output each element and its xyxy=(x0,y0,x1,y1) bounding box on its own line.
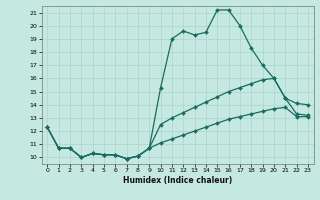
X-axis label: Humidex (Indice chaleur): Humidex (Indice chaleur) xyxy=(123,176,232,185)
